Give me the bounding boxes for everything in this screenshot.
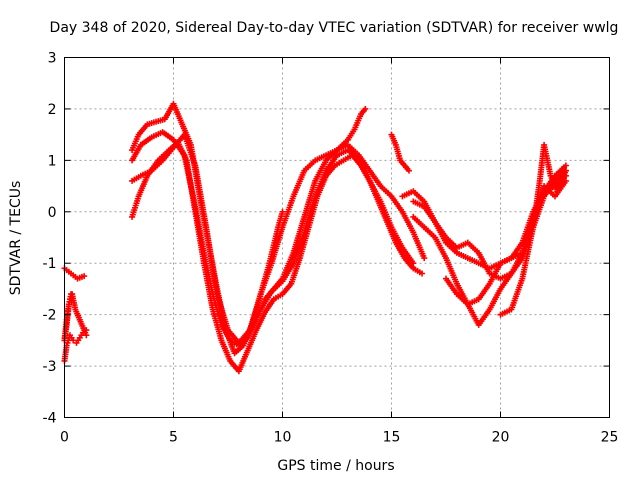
chart-title: Day 348 of 2020, Sidereal Day-to-day VTE…	[50, 20, 619, 36]
x-tick-label: 5	[169, 430, 178, 446]
x-tick-label: 10	[274, 430, 292, 446]
y-tick-label: -1	[43, 256, 57, 272]
series-arc-o	[497, 141, 569, 318]
x-tick-label: 0	[60, 430, 69, 446]
series-arc-k	[399, 162, 569, 272]
y-tick-label: -4	[43, 411, 57, 427]
data-point	[421, 255, 428, 262]
series-arc-j	[388, 131, 412, 174]
data-point	[562, 167, 569, 174]
y-tick-label: 0	[48, 205, 57, 221]
data-point	[279, 208, 286, 215]
data-points	[61, 100, 569, 375]
data-point	[80, 329, 87, 336]
y-axis-label: SDTVAR / TECUs	[8, 181, 24, 296]
y-tick-label: 3	[48, 51, 57, 67]
y-tick-label: 1	[48, 153, 57, 169]
series-arc-a	[61, 265, 88, 282]
data-point	[419, 270, 426, 277]
y-tick-label: 2	[48, 102, 57, 118]
data-point	[83, 327, 90, 334]
series-arc-h	[129, 139, 426, 375]
x-axis-label: GPS time / hours	[277, 458, 394, 474]
series-arc-i	[246, 105, 369, 334]
data-point	[562, 162, 569, 169]
x-tick-label: 15	[383, 430, 401, 446]
data-point	[68, 291, 75, 298]
x-tick-label: 20	[492, 430, 510, 446]
x-tick-label: 25	[601, 430, 619, 446]
data-point	[405, 167, 412, 174]
axis-ticks: 0 5 10 15 20 25 -4 -3 -2 -1 0 1 2 3	[43, 51, 619, 446]
data-point	[362, 105, 369, 112]
data-point	[81, 273, 88, 280]
y-tick-label: -3	[43, 359, 57, 375]
y-tick-label: -2	[43, 308, 57, 324]
plot-frame	[64, 57, 610, 418]
